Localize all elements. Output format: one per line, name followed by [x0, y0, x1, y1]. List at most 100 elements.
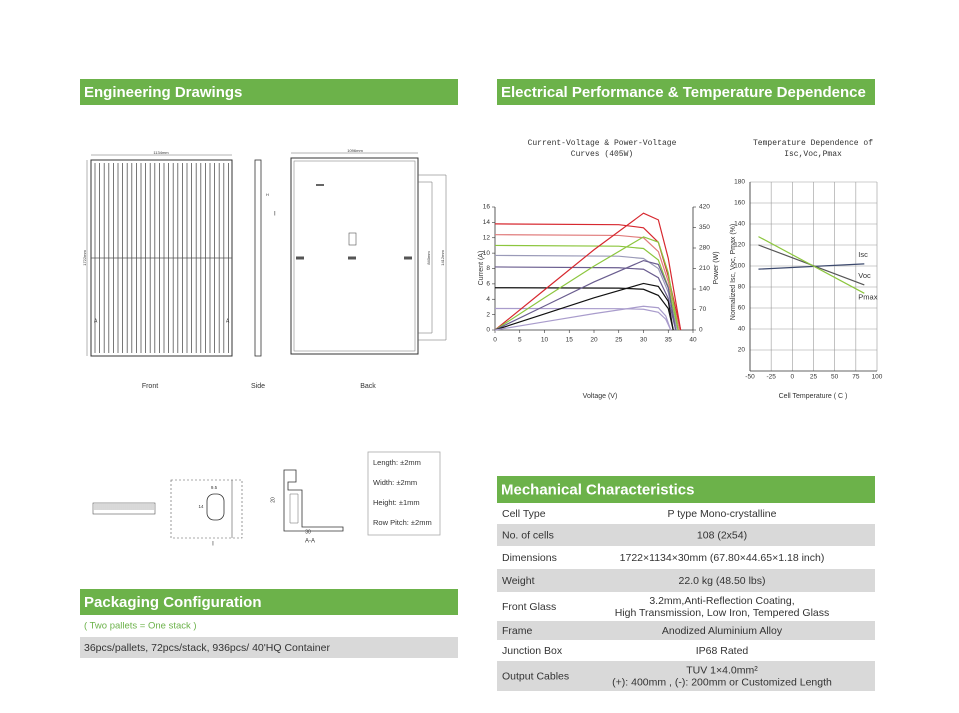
- x-tick-label: -50: [745, 374, 755, 381]
- series-label: Pmax: [858, 292, 877, 301]
- row-label: Front Glass: [502, 601, 556, 613]
- series-line: [494, 259, 677, 331]
- section-marker: I: [274, 212, 276, 218]
- y-tick-label: 10: [483, 250, 491, 257]
- row-value: 108 (2x54): [697, 529, 747, 541]
- y-tick-label: 14: [483, 219, 491, 226]
- tolerance: Length: ±2mm: [373, 458, 421, 467]
- tolerance: Height: ±1mm: [373, 498, 420, 507]
- row-label: Cell Type: [502, 508, 546, 520]
- x-axis-label: Voltage (V): [583, 393, 618, 400]
- section-header: [497, 476, 875, 503]
- row-bg: [80, 637, 458, 658]
- row-label: Junction Box: [502, 645, 563, 657]
- packaging-text: 36pcs/pallets, 72pcs/stack, 936pcs/ 40'H…: [84, 642, 330, 654]
- y-tick-label: 8: [486, 265, 490, 272]
- section-title: Engineering Drawings: [84, 84, 242, 101]
- x-tick-label: 25: [810, 374, 818, 381]
- section-marker: H: [266, 192, 269, 197]
- section-title: Mechanical Characteristics: [501, 481, 694, 498]
- series-line: [494, 282, 674, 331]
- row-value: 1722×1134×30mm (67.80×44.65×1.18 inch): [620, 552, 825, 564]
- row-label: Weight: [502, 575, 535, 587]
- y2-tick-label: 210: [699, 265, 710, 272]
- chart-title: Temperature Dependence of: [753, 139, 873, 148]
- row-value: TUV 1×4.0mm²: [686, 664, 758, 676]
- x-tick-label: -25: [766, 374, 776, 381]
- dim-label: 1412mm: [440, 250, 445, 266]
- series-line: [494, 307, 672, 331]
- dim-label: 14: [198, 504, 204, 509]
- y-tick-label: 80: [738, 284, 746, 291]
- dim-label: 30: [305, 529, 311, 535]
- series-line: [494, 266, 677, 331]
- mount-hole: [348, 256, 356, 260]
- mount-hole: [296, 256, 304, 260]
- x-tick-label: 40: [689, 337, 697, 344]
- detail-label: I: [212, 542, 214, 548]
- dim-label: 840mm: [426, 251, 431, 265]
- row-bg: [497, 621, 875, 640]
- series-label: Isc: [858, 250, 868, 259]
- y-axis-label: Current (A): [478, 251, 485, 286]
- packaging-note: ( Two pallets = One stack ): [84, 621, 197, 632]
- y2-tick-label: 420: [699, 204, 710, 211]
- tolerance: Row Pitch: ±2mm: [373, 518, 432, 527]
- slot-hole: [206, 493, 225, 521]
- x-tick-label: 10: [541, 337, 549, 344]
- x-tick-label: 75: [852, 374, 860, 381]
- row-label: Frame: [502, 625, 532, 637]
- dim-line: [418, 174, 447, 341]
- dim-line: [418, 181, 433, 334]
- dim-label: 20: [270, 497, 276, 503]
- y-tick-label: 12: [483, 234, 491, 241]
- detail-box: [170, 479, 243, 539]
- row-value: Anodized Aluminium Alloy: [662, 625, 783, 637]
- back-panel: [290, 157, 419, 355]
- y2-axis-label: Power (W): [713, 251, 720, 284]
- tolerance: Width: ±2mm: [373, 478, 417, 487]
- x-tick-label: 0: [493, 337, 497, 344]
- row-label: Dimensions: [502, 552, 557, 564]
- section-marker: A: [226, 318, 230, 324]
- y-tick-label: 140: [734, 221, 745, 228]
- series-line: [758, 263, 865, 270]
- row-bg: [497, 524, 875, 546]
- series-line: [494, 236, 679, 331]
- x-tick-label: 30: [640, 337, 648, 344]
- x-tick-label: 35: [665, 337, 673, 344]
- series-line: [494, 305, 672, 331]
- tolerance-box: [367, 451, 441, 536]
- junction-box: [348, 232, 357, 246]
- side-panel: [254, 159, 262, 357]
- section-title: Electrical Performance & Temperature Dep…: [501, 84, 866, 101]
- row-value: 22.0 kg (48.50 lbs): [679, 575, 766, 587]
- row-label: No. of cells: [502, 529, 554, 541]
- dim-label: 1134mm: [153, 150, 169, 155]
- series-line: [758, 236, 865, 294]
- y-tick-label: 6: [486, 281, 490, 288]
- row-value: 3.2mm,Anti-Reflection Coating,: [649, 595, 794, 607]
- chart-title: Curves (405W): [571, 150, 633, 159]
- section-header: [80, 589, 458, 615]
- y-tick-label: 120: [734, 242, 745, 249]
- y-tick-label: 2: [486, 311, 490, 318]
- row-value: (+): 400mm , (-): 200mm or Customized Le…: [612, 676, 832, 688]
- x-tick-label: 15: [566, 337, 574, 344]
- view-label: Front: [142, 383, 158, 390]
- series-line: [494, 212, 682, 331]
- mount-hole: [404, 256, 412, 260]
- x-tick-label: 20: [590, 337, 598, 344]
- y-tick-label: 40: [738, 326, 746, 333]
- section-header: [497, 79, 875, 105]
- dim-label: 1096mm: [347, 148, 363, 153]
- y-tick-label: 16: [483, 204, 491, 211]
- x-tick-label: 25: [615, 337, 623, 344]
- y-tick-label: 4: [486, 296, 490, 303]
- row-bg: [497, 569, 875, 592]
- y2-tick-label: 70: [699, 306, 707, 313]
- view-label: Side: [251, 383, 265, 390]
- y2-tick-label: 140: [699, 286, 710, 293]
- detail-label: A-A: [305, 539, 315, 545]
